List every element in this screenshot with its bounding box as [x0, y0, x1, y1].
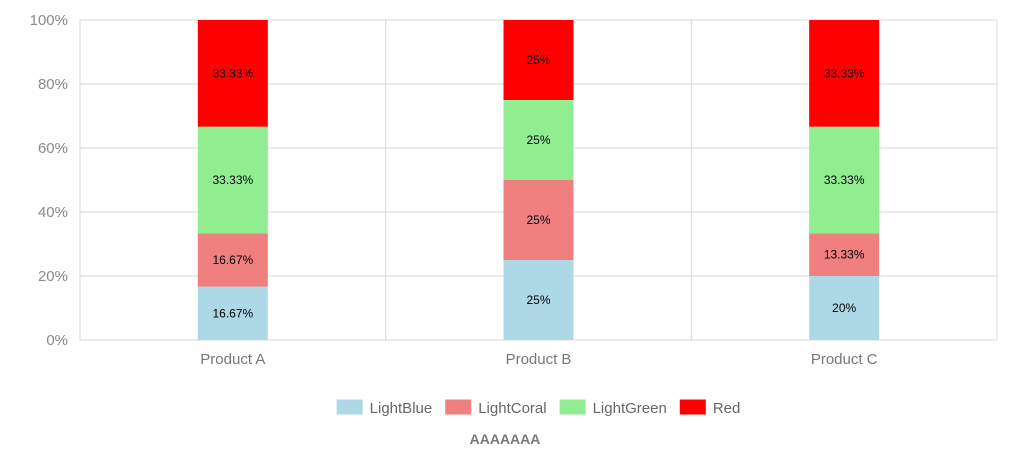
data-label: 20% — [832, 301, 856, 315]
legend-swatch — [336, 399, 363, 415]
data-label: 16.67% — [212, 306, 253, 320]
data-label: 25% — [526, 293, 550, 307]
data-label: 16.67% — [212, 253, 253, 267]
bar-segment — [197, 286, 268, 340]
legend-item: LightCoral — [445, 399, 547, 417]
y-tick-label: 60% — [38, 140, 68, 157]
data-label: 25% — [526, 133, 550, 147]
legend-label: LightCoral — [478, 400, 546, 417]
x-tick-label: Product C — [811, 351, 878, 368]
y-tick-label: 40% — [38, 204, 68, 221]
bars: 16.67% 16.67% 33.33% 33.33% 25% 25% 25% 25% 20% 1… — [197, 20, 880, 340]
axes: 0% 20% 40% 60% 80% 100% Product A Product B Prod… — [30, 12, 878, 368]
y-tick-label: 100% — [30, 12, 68, 29]
bar-segment — [809, 276, 880, 340]
legend: LightBlue LightCoral LightGreen Red — [336, 399, 741, 417]
x-tick-label: Product A — [200, 351, 265, 368]
legend-swatch — [559, 399, 586, 415]
data-label: 25% — [526, 213, 550, 227]
legend-item: Red — [679, 399, 741, 417]
bar-segment — [197, 233, 268, 287]
y-tick-label: 0% — [46, 332, 68, 349]
legend-swatch — [445, 399, 472, 415]
bar-segment — [503, 180, 574, 260]
x-axis-title: AAAAAAA — [470, 431, 541, 447]
data-label: 33.33% — [212, 66, 253, 80]
legend-label: LightGreen — [593, 400, 667, 417]
bar-segment — [809, 233, 880, 276]
data-label: 33.33% — [824, 173, 865, 187]
legend-label: Red — [713, 400, 741, 417]
data-label: 25% — [526, 53, 550, 67]
data-label: 33.33% — [824, 66, 865, 80]
legend-item: LightBlue — [336, 399, 433, 417]
bar-segment — [503, 100, 574, 180]
data-label: 33.33% — [212, 173, 253, 187]
bar-segment — [197, 20, 268, 127]
legend-item: LightGreen — [559, 399, 667, 417]
legend-label: LightBlue — [370, 400, 433, 417]
y-tick-label: 80% — [38, 76, 68, 93]
y-tick-label: 20% — [38, 268, 68, 285]
legend-swatch — [679, 399, 706, 415]
bar-segment — [503, 20, 574, 100]
bar-segment — [503, 260, 574, 340]
bar-segment — [809, 126, 880, 234]
x-tick-label: Product B — [506, 351, 572, 368]
bar-segment — [197, 126, 268, 234]
bar-segment — [809, 20, 880, 127]
data-label: 13.33% — [824, 248, 865, 262]
